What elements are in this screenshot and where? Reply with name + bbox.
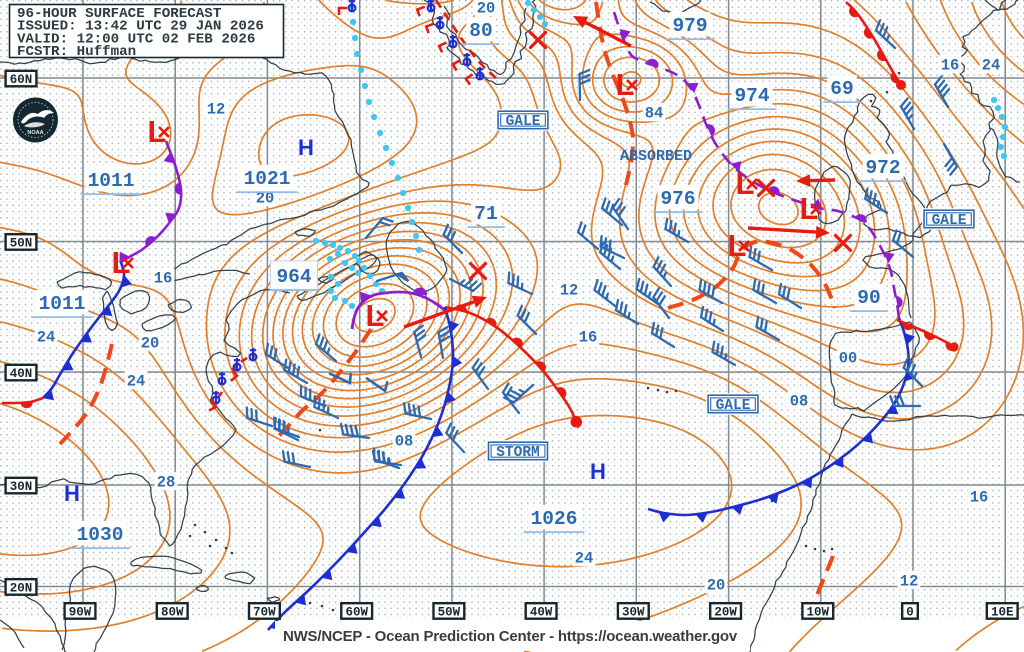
- svg-text:H: H: [590, 459, 606, 484]
- svg-text:50N: 50N: [10, 237, 33, 251]
- svg-text:STORM: STORM: [496, 445, 540, 461]
- svg-text:24: 24: [982, 57, 1001, 75]
- svg-text:L: L: [800, 191, 819, 226]
- svg-text:24: 24: [575, 550, 594, 568]
- svg-text:40W: 40W: [530, 606, 553, 620]
- svg-text:69: 69: [830, 78, 853, 100]
- svg-text:GALE: GALE: [506, 114, 541, 130]
- svg-text:71: 71: [474, 203, 497, 225]
- svg-text:12: 12: [560, 282, 579, 300]
- svg-text:1026: 1026: [531, 508, 578, 530]
- svg-text:964: 964: [276, 266, 311, 288]
- svg-text:24: 24: [37, 329, 56, 347]
- svg-text:20W: 20W: [714, 606, 737, 620]
- svg-text:12: 12: [900, 573, 919, 591]
- svg-text:H: H: [298, 135, 314, 160]
- svg-text:976: 976: [660, 188, 695, 210]
- svg-text:ABSORBED: ABSORBED: [620, 148, 692, 165]
- svg-text:08: 08: [395, 433, 414, 451]
- svg-text:0: 0: [906, 606, 914, 620]
- svg-text:1021: 1021: [244, 168, 291, 190]
- svg-text:16: 16: [970, 489, 989, 507]
- svg-text:979: 979: [672, 15, 707, 37]
- svg-text:30N: 30N: [10, 480, 33, 494]
- svg-text:28: 28: [157, 474, 176, 492]
- svg-text:96-HOUR SURFACE FORECAST: 96-HOUR SURFACE FORECAST: [17, 6, 222, 22]
- svg-text:30W: 30W: [622, 606, 645, 620]
- svg-text:972: 972: [865, 157, 900, 179]
- svg-text:10W: 10W: [807, 606, 830, 620]
- svg-text:84: 84: [645, 105, 664, 123]
- svg-text:16: 16: [154, 270, 173, 288]
- svg-text:80W: 80W: [161, 606, 184, 620]
- svg-text:60W: 60W: [345, 606, 368, 620]
- svg-text:20: 20: [707, 577, 726, 595]
- svg-text:1030: 1030: [77, 524, 124, 546]
- svg-text:L: L: [148, 114, 167, 149]
- svg-text:12: 12: [207, 101, 226, 119]
- svg-text:10E: 10E: [991, 606, 1014, 620]
- svg-text:NOAA: NOAA: [27, 130, 43, 136]
- svg-text:L: L: [736, 166, 755, 201]
- svg-text:L: L: [366, 298, 385, 333]
- svg-text:H: H: [64, 481, 80, 506]
- svg-text:NWS/NCEP - Ocean Prediction Ce: NWS/NCEP - Ocean Prediction Center - htt…: [283, 628, 738, 645]
- svg-text:00: 00: [839, 350, 858, 368]
- svg-text:24: 24: [127, 373, 146, 391]
- svg-text:20: 20: [477, 0, 496, 18]
- svg-text:90: 90: [857, 287, 880, 309]
- svg-text:20: 20: [141, 335, 160, 353]
- svg-text:L: L: [112, 245, 131, 280]
- svg-text:974: 974: [734, 85, 769, 107]
- svg-text:ISSUED: 13:42 UTC 29 JAN 2026: ISSUED: 13:42 UTC 29 JAN 2026: [17, 19, 264, 35]
- svg-text:70W: 70W: [253, 606, 276, 620]
- svg-text:16: 16: [941, 57, 960, 75]
- svg-text:FCSTR: Huffman: FCSTR: Huffman: [17, 44, 136, 60]
- svg-text:L: L: [616, 67, 635, 102]
- svg-text:16: 16: [579, 329, 598, 347]
- svg-text:60N: 60N: [10, 73, 33, 87]
- svg-text:1011: 1011: [88, 170, 135, 192]
- svg-text:VALID: 12:00 UTC 02 FEB 2026: VALID: 12:00 UTC 02 FEB 2026: [17, 31, 255, 47]
- svg-text:50W: 50W: [438, 606, 461, 620]
- svg-text:L: L: [728, 228, 747, 263]
- svg-text:20N: 20N: [10, 582, 33, 596]
- svg-text:1011: 1011: [39, 293, 86, 315]
- svg-text:80: 80: [469, 20, 492, 42]
- svg-text:40N: 40N: [10, 367, 33, 381]
- svg-text:20: 20: [256, 190, 275, 208]
- svg-text:90W: 90W: [69, 606, 92, 620]
- svg-text:GALE: GALE: [932, 213, 967, 229]
- svg-text:GALE: GALE: [716, 398, 751, 414]
- svg-text:08: 08: [790, 393, 809, 411]
